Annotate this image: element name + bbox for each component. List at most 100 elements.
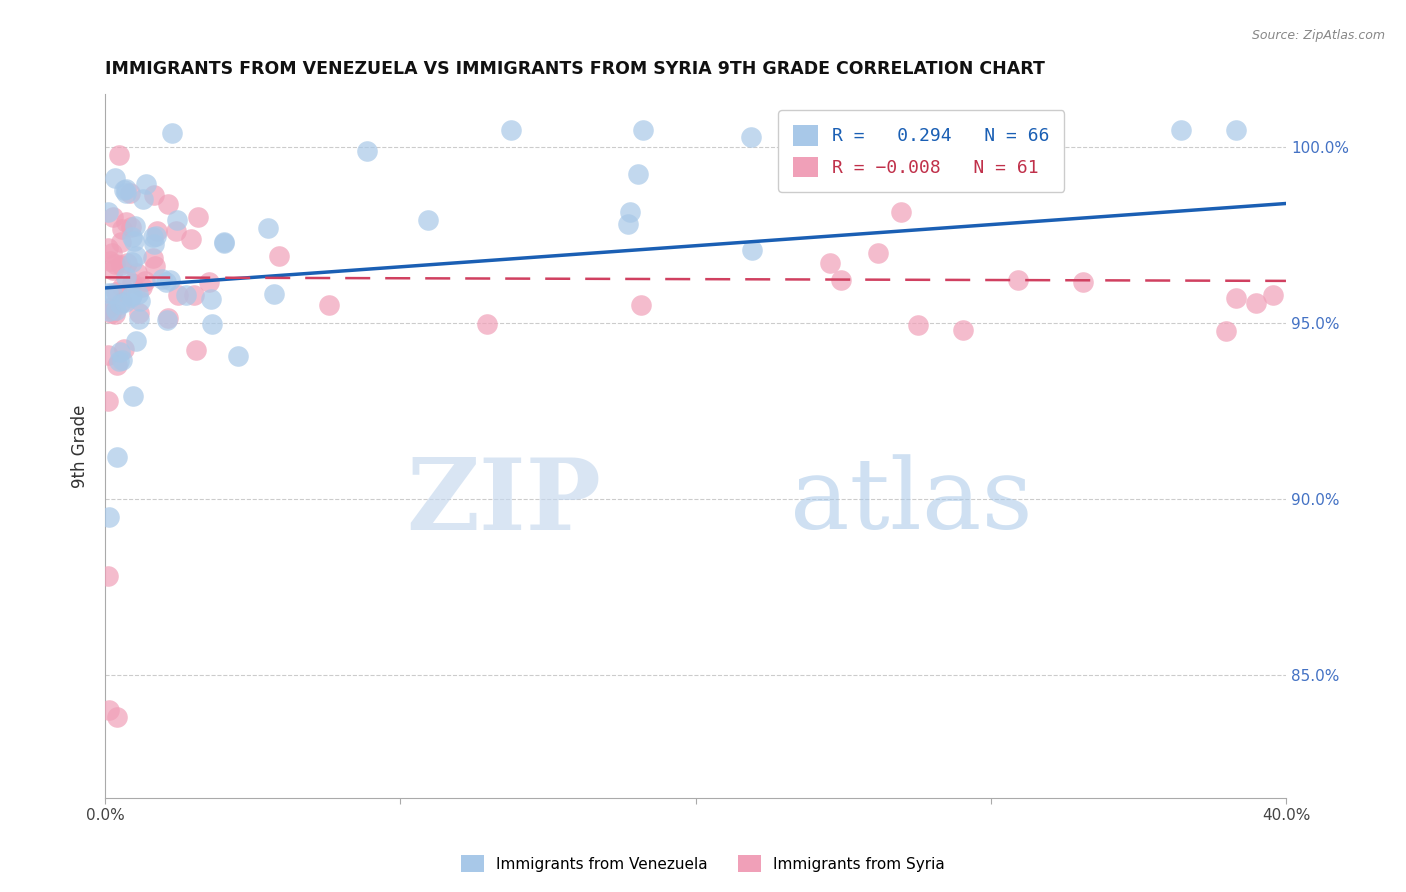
Point: [949, 122, 972, 136]
Point: [128, 312, 150, 326]
Point: [100, 286, 122, 301]
Point: [134, 274, 156, 288]
Legend: Immigrants from Venezuela, Immigrants from Syria: Immigrants from Venezuela, Immigrants fr…: [453, 847, 953, 880]
Point: [97, 241, 120, 255]
Point: [818, 140, 841, 154]
Point: [98, 253, 121, 268]
Point: [101, 211, 124, 225]
Point: [143, 237, 166, 252]
Point: [114, 295, 136, 310]
Point: [1170, 122, 1192, 136]
Point: [105, 450, 128, 464]
Text: IMMIGRANTS FROM VENEZUELA VS IMMIGRANTS FROM SYRIA 9TH GRADE CORRELATION CHART: IMMIGRANTS FROM VENEZUELA VS IMMIGRANTS …: [105, 60, 1045, 78]
Point: [110, 235, 132, 249]
Point: [110, 258, 132, 272]
Point: [143, 259, 166, 273]
Point: [111, 352, 134, 367]
Point: [141, 251, 163, 265]
Point: [256, 221, 278, 235]
Point: [97, 509, 120, 524]
Point: [183, 288, 205, 302]
Point: [129, 293, 152, 308]
Point: [907, 318, 929, 333]
Point: [740, 129, 762, 144]
Point: [107, 148, 129, 162]
Point: [146, 224, 169, 238]
Point: [1225, 122, 1247, 136]
Point: [619, 205, 641, 219]
Point: [174, 288, 197, 302]
Point: [934, 171, 956, 186]
Point: [124, 219, 146, 233]
Point: [960, 151, 983, 165]
Point: [627, 167, 650, 181]
Point: [97, 569, 120, 583]
Point: [267, 249, 290, 263]
Point: [122, 235, 145, 249]
Point: [868, 245, 890, 260]
Point: [110, 295, 132, 310]
Point: [920, 161, 942, 175]
Point: [156, 312, 179, 326]
Point: [105, 710, 128, 724]
Text: Source: ZipAtlas.com: Source: ZipAtlas.com: [1251, 29, 1385, 42]
Point: [111, 221, 134, 235]
Point: [1244, 296, 1267, 310]
Point: [890, 204, 912, 219]
Point: [741, 244, 763, 258]
Point: [166, 224, 188, 238]
Point: [97, 348, 120, 362]
Point: [98, 703, 121, 717]
Point: [952, 323, 974, 337]
Point: [1263, 287, 1285, 301]
Point: [630, 298, 652, 312]
Point: [105, 359, 128, 373]
Point: [122, 388, 145, 402]
Point: [142, 230, 165, 244]
Text: atlas: atlas: [790, 455, 1033, 550]
Point: [104, 307, 127, 321]
Point: [1071, 275, 1094, 289]
Point: [356, 144, 378, 158]
Point: [112, 342, 135, 356]
Point: [201, 317, 224, 331]
Point: [135, 177, 157, 191]
Point: [150, 271, 173, 285]
Point: [110, 297, 132, 311]
Point: [104, 257, 127, 271]
Point: [104, 303, 127, 318]
Point: [97, 286, 120, 301]
Point: [131, 280, 153, 294]
Point: [631, 122, 654, 136]
Point: [184, 343, 207, 358]
Point: [114, 183, 136, 197]
Point: [114, 270, 136, 285]
Point: [1215, 325, 1237, 339]
Point: [118, 186, 141, 200]
Point: [105, 285, 128, 300]
Point: [121, 288, 143, 302]
Point: [166, 213, 188, 227]
Point: [115, 256, 138, 270]
Point: [97, 204, 120, 219]
Point: [121, 255, 143, 269]
Point: [226, 349, 249, 363]
Point: [111, 280, 134, 294]
Point: [125, 334, 148, 348]
Point: [318, 298, 340, 312]
Point: [132, 192, 155, 206]
Point: [115, 215, 138, 229]
Point: [156, 311, 179, 326]
Point: [499, 122, 522, 136]
Point: [159, 273, 181, 287]
Point: [616, 217, 638, 231]
Point: [818, 256, 841, 270]
Point: [142, 188, 165, 202]
Point: [108, 354, 131, 368]
Point: [830, 273, 852, 287]
Point: [115, 182, 138, 196]
Point: [127, 266, 149, 280]
Legend: R =   0.294   N = 66, R = −0.008   N = 61: R = 0.294 N = 66, R = −0.008 N = 61: [779, 111, 1064, 192]
Point: [263, 286, 285, 301]
Point: [121, 229, 143, 244]
